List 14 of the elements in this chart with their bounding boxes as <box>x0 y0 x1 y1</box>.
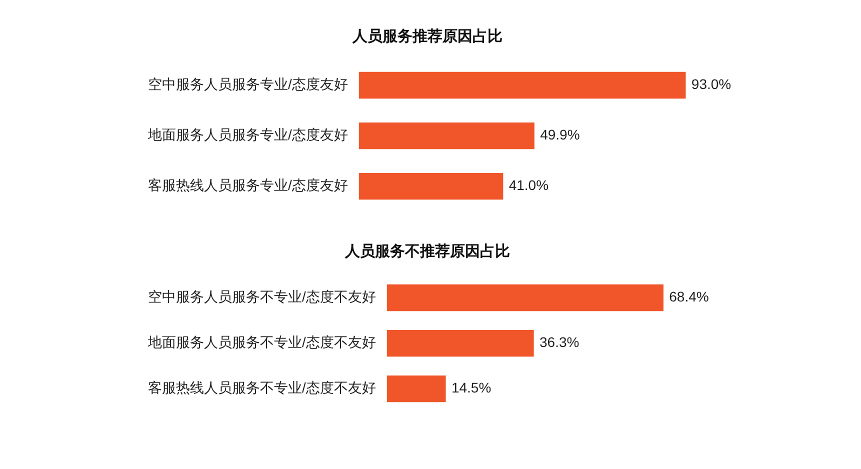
y-tick-label: 客服热线人员服务不专业/态度不友好 <box>148 380 376 396</box>
data-label: 68.4% <box>669 288 709 305</box>
data-label: 41.0% <box>508 177 549 194</box>
y-tick-label: 客服热线人员服务专业/态度友好 <box>148 177 348 194</box>
chart-title: 人员服务推荐原因占比 <box>352 28 502 46</box>
data-label: 14.5% <box>451 380 492 396</box>
data-label: 36.3% <box>540 334 580 350</box>
y-tick-label: 空中服务人员服务不专业/态度不友好 <box>148 288 376 305</box>
y-tick-label: 空中服务人员服务专业/态度友好 <box>148 76 348 92</box>
data-label: 93.0% <box>691 76 732 92</box>
y-tick-label: 地面服务人员服务不专业/态度不友好 <box>147 334 376 350</box>
y-tick-label: 地面服务人员服务专业/态度友好 <box>147 126 348 143</box>
chart-title: 人员服务不推荐原因占比 <box>344 243 510 260</box>
data-label: 49.9% <box>540 126 580 143</box>
